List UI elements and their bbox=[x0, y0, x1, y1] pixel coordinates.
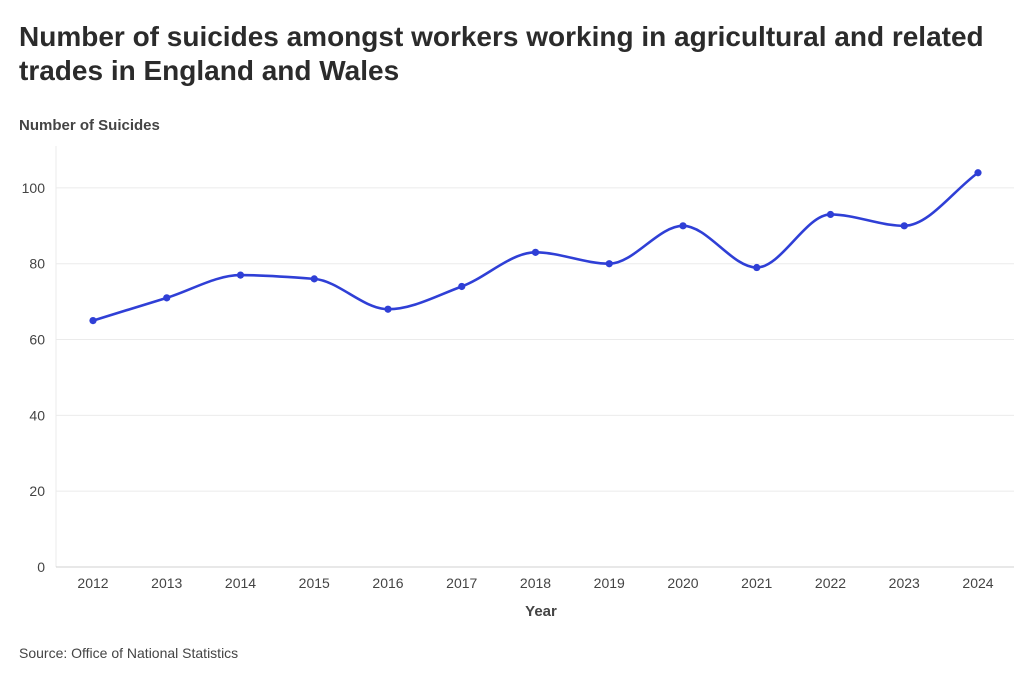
x-tick-label: 2023 bbox=[889, 575, 920, 591]
x-tick-label: 2016 bbox=[372, 575, 403, 591]
x-tick-label: 2019 bbox=[594, 575, 625, 591]
axes bbox=[55, 146, 1014, 568]
data-point[interactable] bbox=[384, 305, 392, 313]
data-point[interactable] bbox=[531, 248, 540, 256]
data-point[interactable] bbox=[163, 294, 171, 302]
y-tick-label: 0 bbox=[37, 559, 45, 575]
data-point[interactable] bbox=[89, 316, 97, 325]
x-axis-title: Year bbox=[525, 603, 557, 620]
series-line bbox=[91, 171, 980, 322]
y-axis-title: Number of Suicides bbox=[19, 117, 160, 134]
y-tick-label: 100 bbox=[22, 180, 46, 196]
chart-title: Number of suicides amongst workers worki… bbox=[19, 21, 984, 86]
x-tick-label: 2017 bbox=[446, 575, 477, 591]
data-point[interactable] bbox=[605, 260, 613, 268]
y-tick-label: 40 bbox=[29, 407, 45, 423]
data-point[interactable] bbox=[900, 222, 908, 230]
y-tick-label: 20 bbox=[29, 483, 45, 499]
x-tick-label: 2012 bbox=[77, 575, 108, 591]
data-point[interactable] bbox=[679, 222, 687, 230]
gridlines bbox=[56, 187, 1014, 492]
x-tick-label: 2020 bbox=[667, 575, 698, 591]
source-note: Source: Office of National Statistics bbox=[19, 645, 239, 661]
x-tick-label: 2015 bbox=[299, 575, 330, 591]
data-point[interactable] bbox=[826, 210, 835, 219]
data-point[interactable] bbox=[236, 271, 245, 279]
data-point[interactable] bbox=[974, 169, 982, 177]
x-tick-label: 2024 bbox=[962, 575, 993, 591]
x-tick-label: 2014 bbox=[225, 575, 256, 591]
data-point[interactable] bbox=[310, 275, 318, 283]
data-point[interactable] bbox=[753, 263, 761, 272]
y-tick-label: 80 bbox=[29, 256, 45, 272]
x-tick-label: 2022 bbox=[815, 575, 846, 591]
data-point[interactable] bbox=[458, 282, 466, 291]
x-tick-labels: 2012 2013 2014 2015 2016 2017 2018 2019 2020 2021… bbox=[77, 575, 993, 591]
series-layer bbox=[89, 169, 982, 325]
x-tick-label: 2018 bbox=[520, 575, 551, 591]
x-tick-label: 2021 bbox=[741, 575, 772, 591]
y-tick-label: 60 bbox=[29, 332, 45, 348]
x-tick-label: 2013 bbox=[151, 575, 182, 591]
y-tick-labels: 0 20 40 60 80 100 bbox=[22, 180, 46, 575]
